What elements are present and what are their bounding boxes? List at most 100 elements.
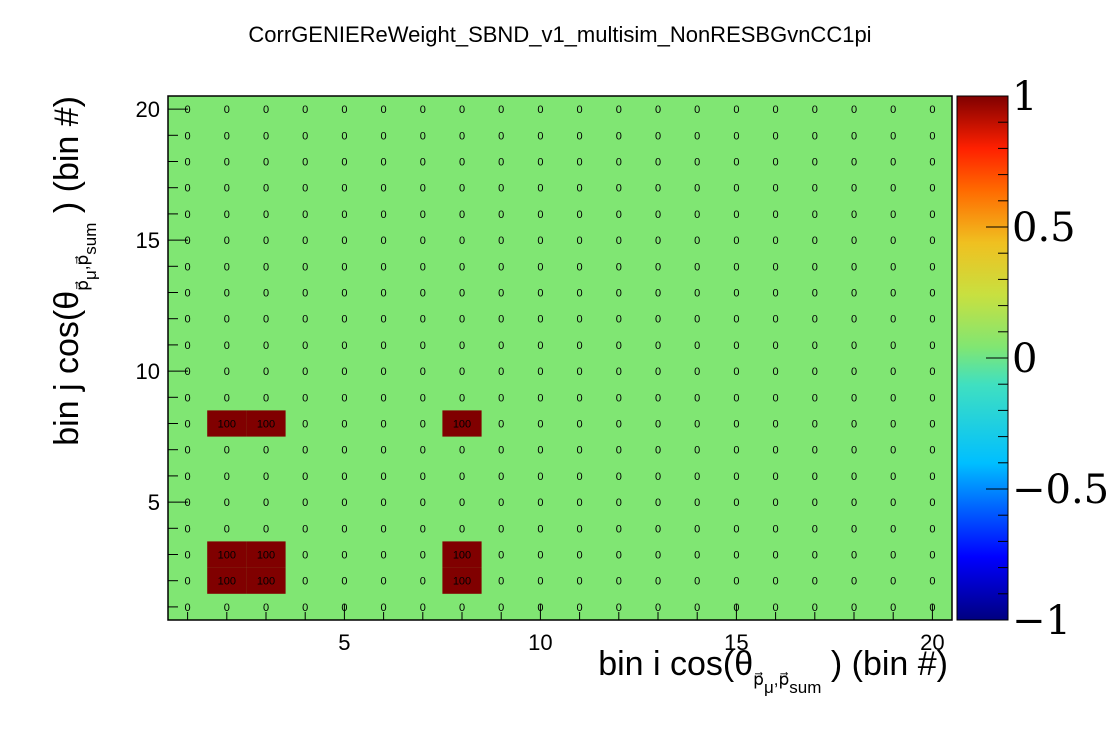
cell-value-label: 0 xyxy=(224,157,230,169)
cell-value-label: 0 xyxy=(420,183,426,195)
cell-value-label: 0 xyxy=(381,261,387,273)
cell-value-label: 0 xyxy=(381,497,387,509)
cell-value-label: 0 xyxy=(302,392,308,404)
cell-value-label: 0 xyxy=(498,471,504,483)
cell-value-label: 0 xyxy=(773,104,779,116)
cell-value-label: 0 xyxy=(224,314,230,326)
cell-value-label: 0 xyxy=(890,471,896,483)
cell-value-label: 0 xyxy=(263,392,269,404)
cell-value-label: 0 xyxy=(890,419,896,431)
cell-value-label: 0 xyxy=(537,209,543,221)
cell-value-label: 0 xyxy=(655,314,661,326)
cell-value-label: 0 xyxy=(341,209,347,221)
cell-value-label: 0 xyxy=(812,130,818,142)
cell-value-label: 0 xyxy=(694,183,700,195)
cell-value-label: 0 xyxy=(773,550,779,562)
cell-value-label: 0 xyxy=(459,235,465,247)
cell-value-label: 0 xyxy=(263,366,269,378)
cell-value-label: 0 xyxy=(381,104,387,116)
cell-value-label: 0 xyxy=(381,314,387,326)
cell-value-label: 0 xyxy=(459,445,465,457)
cell-value-label: 0 xyxy=(302,340,308,352)
cell-value-label: 0 xyxy=(890,235,896,247)
cell-value-label: 0 xyxy=(812,314,818,326)
cell-value-label: 0 xyxy=(890,314,896,326)
cell-value-label: 0 xyxy=(381,576,387,588)
cell-value-label: 0 xyxy=(694,602,700,614)
cell-value-label: 0 xyxy=(890,261,896,273)
cell-value-label: 0 xyxy=(616,340,622,352)
cell-value-label: 0 xyxy=(577,471,583,483)
cell-value-label: 0 xyxy=(851,288,857,300)
cell-value-label: 0 xyxy=(812,445,818,457)
cell-value-label: 0 xyxy=(498,314,504,326)
cell-value-label: 100 xyxy=(453,550,471,562)
cell-value-label: 0 xyxy=(655,235,661,247)
cell-value-label: 0 xyxy=(929,471,935,483)
cell-value-label: 0 xyxy=(498,550,504,562)
cell-value-label: 0 xyxy=(498,235,504,247)
cell-value-label: 100 xyxy=(453,419,471,431)
cell-value-label: 0 xyxy=(733,576,739,588)
cell-value-label: 0 xyxy=(420,392,426,404)
cell-value-label: 0 xyxy=(341,104,347,116)
cell-value-label: 0 xyxy=(616,157,622,169)
cell-value-label: 0 xyxy=(537,183,543,195)
cell-value-label: 0 xyxy=(890,288,896,300)
cell-value-label: 0 xyxy=(616,104,622,116)
cell-value-label: 0 xyxy=(224,445,230,457)
cell-value-label: 0 xyxy=(655,130,661,142)
cell-value-label: 0 xyxy=(185,157,191,169)
cell-value-label: 100 xyxy=(257,576,275,588)
cell-value-label: 0 xyxy=(773,340,779,352)
cell-value-label: 0 xyxy=(929,497,935,509)
cell-value-label: 0 xyxy=(185,340,191,352)
cell-value-label: 0 xyxy=(812,471,818,483)
cell-value-label: 0 xyxy=(773,209,779,221)
cell-value-label: 0 xyxy=(341,445,347,457)
cell-value-label: 0 xyxy=(302,497,308,509)
cell-value-label: 0 xyxy=(577,130,583,142)
cell-value-label: 0 xyxy=(302,550,308,562)
cell-value-label: 0 xyxy=(459,130,465,142)
cell-value-label: 0 xyxy=(577,157,583,169)
cell-value-label: 0 xyxy=(537,576,543,588)
cell-value-label: 0 xyxy=(263,104,269,116)
cell-value-label: 0 xyxy=(929,235,935,247)
cell-value-label: 0 xyxy=(263,130,269,142)
cell-value-label: 0 xyxy=(577,235,583,247)
cell-value-label: 0 xyxy=(773,445,779,457)
cell-value-label: 0 xyxy=(733,209,739,221)
cell-value-label: 0 xyxy=(537,157,543,169)
cell-value-label: 0 xyxy=(224,602,230,614)
cell-value-label: 0 xyxy=(263,157,269,169)
cell-value-label: 0 xyxy=(341,130,347,142)
cell-value-label: 0 xyxy=(929,340,935,352)
palette-tick-label: −0.5 xyxy=(1012,467,1109,513)
color-palette: 1 0.5 0 −0.5 −1 xyxy=(956,74,1109,644)
cell-value-label: 0 xyxy=(733,235,739,247)
cell-value-label: 0 xyxy=(733,497,739,509)
cell-value-label: 0 xyxy=(302,523,308,535)
cell-value-label: 0 xyxy=(185,602,191,614)
cell-value-label: 0 xyxy=(185,288,191,300)
cell-value-label: 0 xyxy=(655,157,661,169)
cell-value-label: 0 xyxy=(381,471,387,483)
cell-value-label: 0 xyxy=(302,419,308,431)
cell-value-label: 0 xyxy=(185,419,191,431)
cell-value-label: 0 xyxy=(616,235,622,247)
cell-value-label: 0 xyxy=(890,104,896,116)
cell-value-label: 0 xyxy=(302,314,308,326)
cell-value-label: 0 xyxy=(733,183,739,195)
cell-value-label: 0 xyxy=(498,261,504,273)
y-tick-label: 15 xyxy=(136,228,160,253)
x-tick-label: 20 xyxy=(920,630,944,655)
cell-value-label: 0 xyxy=(381,209,387,221)
cell-value-label: 0 xyxy=(420,288,426,300)
cell-value-label: 0 xyxy=(929,419,935,431)
cell-value-label: 0 xyxy=(694,235,700,247)
cell-value-label: 0 xyxy=(263,523,269,535)
cell-value-label: 0 xyxy=(655,471,661,483)
cell-value-label: 0 xyxy=(498,183,504,195)
cell-value-label: 0 xyxy=(498,340,504,352)
